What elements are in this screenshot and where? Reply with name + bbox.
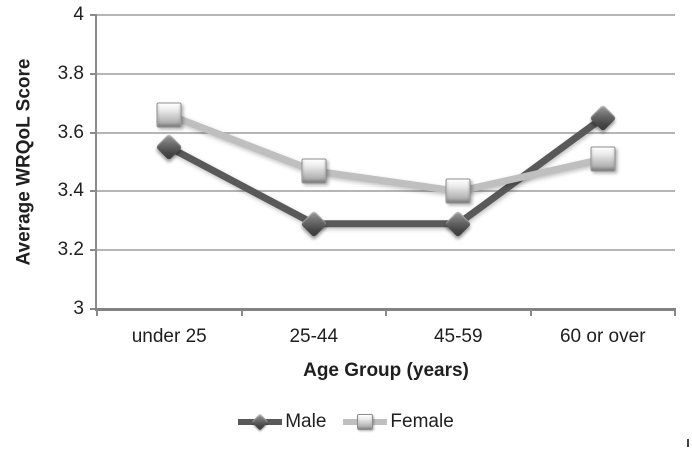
y-tick-mark [90,14,97,16]
square-icon [357,414,374,430]
gridline [97,131,675,134]
legend-line-sample [343,414,388,430]
series-line-female [167,111,604,195]
legend-label-female: Female [390,411,454,432]
y-tick-label: 3.4 [57,180,84,202]
y-tick-mark [90,249,97,252]
x-tick-mark [385,310,387,316]
data-point-female [156,102,182,128]
x-category-label: under 25 [131,326,207,347]
x-tick-mark [240,310,243,316]
data-point-female [301,158,327,184]
gridline [97,249,675,252]
diamond-icon [251,413,269,431]
x-tick-mark [529,310,532,316]
legend-line-sample [238,413,283,431]
x-category-label: 25-44 [289,326,339,347]
y-tick-mark [90,72,97,75]
x-tick-mark [674,310,676,316]
corner-artifact [687,439,689,447]
data-point-female [590,146,616,172]
x-axis-line [95,308,676,311]
x-axis-title: Age Group (years) [303,360,469,381]
y-tick-label: 4 [73,4,84,25]
x-tick-mark [96,310,98,316]
y-tick-label: 3.8 [57,62,84,84]
y-tick-mark [90,190,97,193]
data-point-female [445,178,471,204]
y-tick-mark [90,308,97,310]
series-line-male [167,115,605,228]
y-axis-line [95,14,97,310]
gridline [97,190,675,193]
y-tick-label: 3 [73,298,84,319]
x-category-label: 60 or over [559,326,646,347]
legend: Male Female [0,411,692,433]
x-category-label: 45-59 [433,326,483,347]
y-tick-mark [90,131,97,134]
y-tick-label: 3.2 [57,239,84,261]
gridline [97,14,675,16]
legend-label-male: Male [285,411,327,432]
legend-item-female: Female [343,411,454,433]
y-tick-label: 3.6 [57,121,84,143]
gridline [97,72,675,75]
legend-item-male: Male [238,411,326,433]
